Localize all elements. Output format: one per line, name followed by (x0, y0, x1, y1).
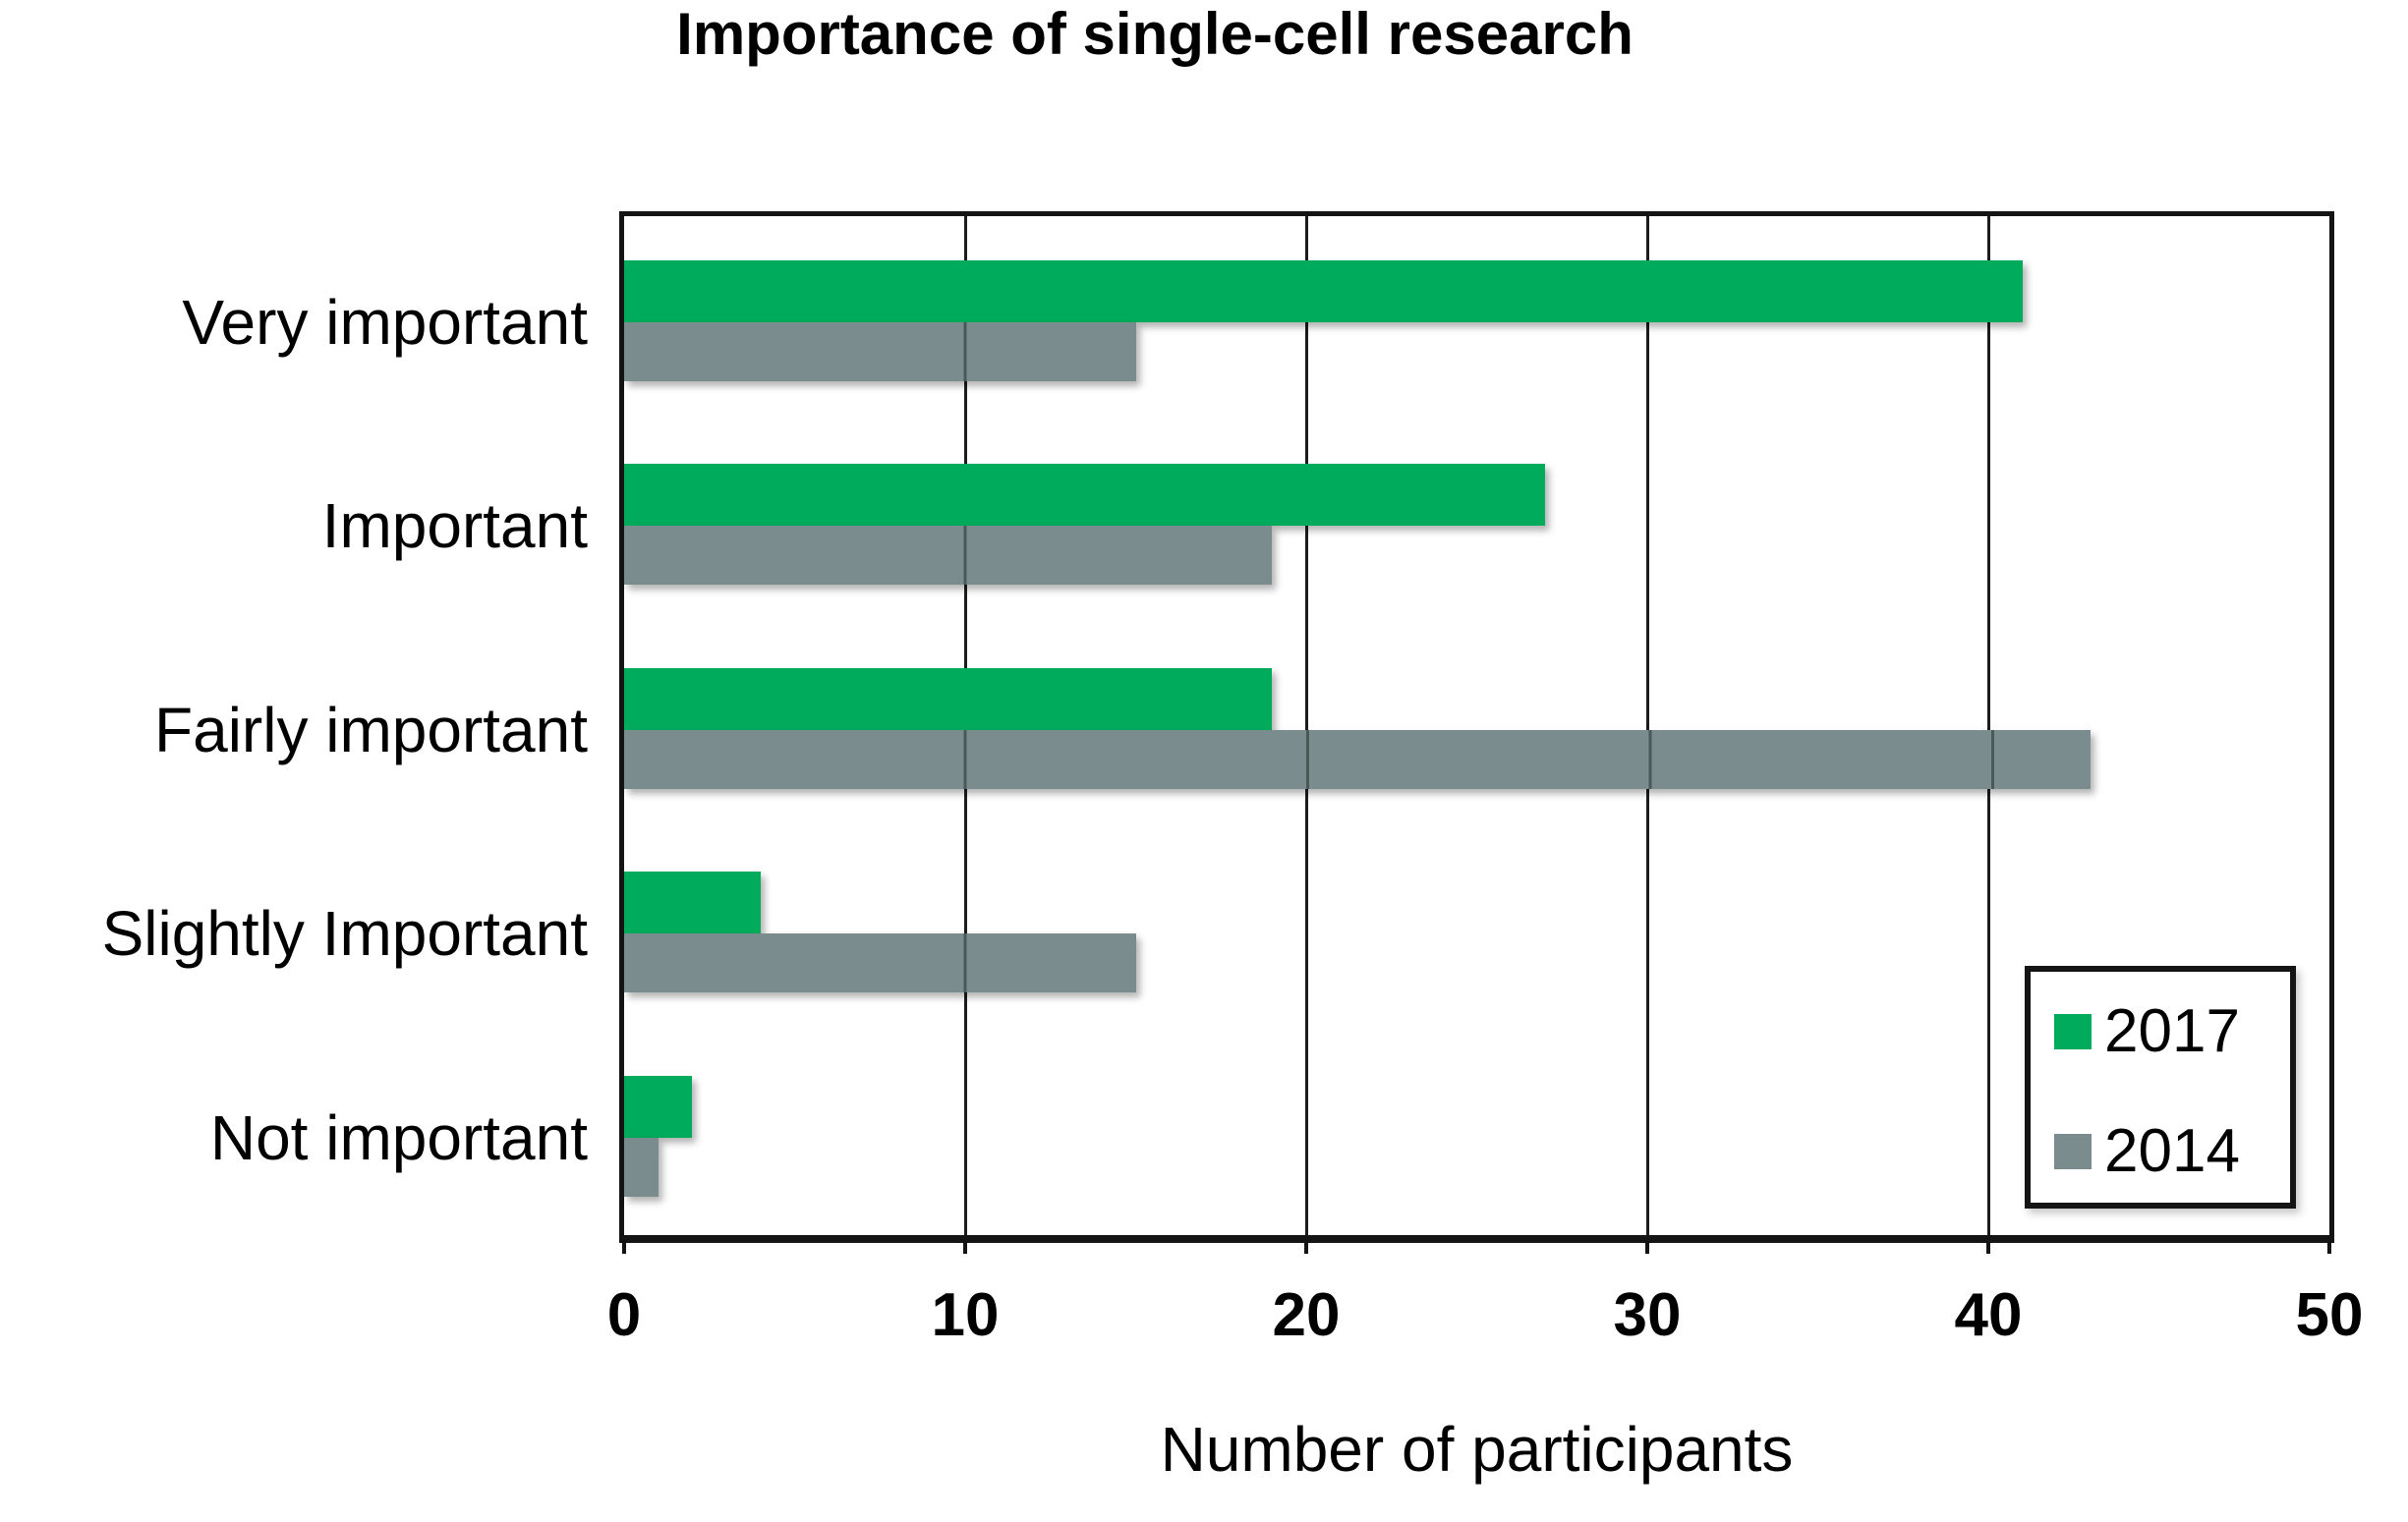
bar-2014 (624, 526, 1272, 586)
bar-2017 (624, 872, 761, 934)
legend-swatch-2014 (2054, 1134, 2092, 1169)
bar-2014 (624, 933, 1136, 993)
bar-2014 (624, 729, 2091, 789)
x-tick-mark (963, 1243, 967, 1254)
x-tick-mark (1986, 1243, 1990, 1254)
plot-area (619, 211, 2334, 1243)
x-tick-label: 40 (1954, 1281, 2023, 1349)
bar-2017 (624, 1075, 692, 1138)
x-tick-label: 30 (1613, 1281, 1682, 1349)
gridline (1304, 216, 1308, 1235)
category-label: Very important (182, 287, 588, 358)
category-label: Fairly important (154, 694, 588, 765)
x-tick-label: 50 (2295, 1281, 2364, 1349)
legend-swatch-2017 (2054, 1014, 2092, 1049)
x-tick-mark (622, 1243, 626, 1254)
chart-title: Importance of single-cell research (676, 1, 1634, 67)
legend-item-2014: 2014 (2031, 1109, 2290, 1194)
bar-2017 (624, 667, 1272, 730)
bar-2014 (624, 1137, 659, 1197)
bar-2017 (624, 464, 1545, 527)
category-label: Slightly Important (101, 898, 588, 970)
x-tick-mark (2327, 1243, 2331, 1254)
x-tick-label: 0 (606, 1281, 642, 1349)
x-axis-label: Number of participants (1160, 1414, 1794, 1485)
x-tick-mark (1304, 1243, 1308, 1254)
x-tick-mark (1645, 1243, 1649, 1254)
bar-2014 (624, 322, 1136, 381)
category-axis: Very important Important Fairly important S… (0, 211, 588, 1243)
legend-item-2017: 2017 (2031, 989, 2290, 1074)
bar-2017 (624, 260, 2023, 322)
gridline (1645, 216, 1649, 1235)
legend-label: 2014 (2104, 1117, 2240, 1185)
category-label: Important (321, 490, 588, 562)
legend-label: 2017 (2104, 997, 2240, 1065)
gridline (1986, 216, 1990, 1235)
legend: 2017 2014 (2025, 966, 2296, 1209)
category-label: Not important (209, 1101, 588, 1173)
x-tick-label: 20 (1272, 1281, 1341, 1349)
x-tick-label: 10 (931, 1281, 1000, 1349)
